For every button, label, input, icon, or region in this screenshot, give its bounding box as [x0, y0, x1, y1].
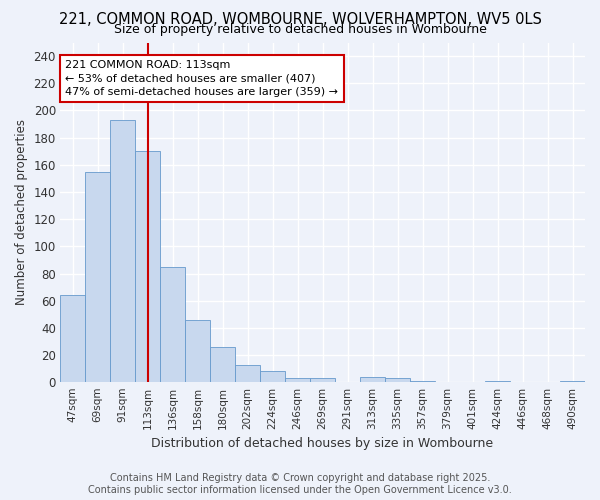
- Bar: [110, 120, 135, 382]
- Bar: [385, 378, 410, 382]
- Text: 221, COMMON ROAD, WOMBOURNE, WOLVERHAMPTON, WV5 0LS: 221, COMMON ROAD, WOMBOURNE, WOLVERHAMPT…: [59, 12, 541, 28]
- Text: Contains HM Land Registry data © Crown copyright and database right 2025.
Contai: Contains HM Land Registry data © Crown c…: [88, 474, 512, 495]
- Bar: [485, 381, 510, 382]
- Bar: [85, 172, 110, 382]
- Bar: [210, 347, 235, 382]
- Bar: [310, 378, 335, 382]
- Bar: [285, 378, 310, 382]
- Bar: [160, 267, 185, 382]
- Text: 221 COMMON ROAD: 113sqm
← 53% of detached houses are smaller (407)
47% of semi-d: 221 COMMON ROAD: 113sqm ← 53% of detache…: [65, 60, 338, 96]
- X-axis label: Distribution of detached houses by size in Wombourne: Distribution of detached houses by size …: [151, 437, 494, 450]
- Y-axis label: Number of detached properties: Number of detached properties: [15, 120, 28, 306]
- Bar: [235, 364, 260, 382]
- Text: Size of property relative to detached houses in Wombourne: Size of property relative to detached ho…: [113, 22, 487, 36]
- Bar: [60, 296, 85, 382]
- Bar: [410, 381, 435, 382]
- Bar: [185, 320, 210, 382]
- Bar: [360, 377, 385, 382]
- Bar: [135, 152, 160, 382]
- Bar: [260, 372, 285, 382]
- Bar: [560, 381, 585, 382]
